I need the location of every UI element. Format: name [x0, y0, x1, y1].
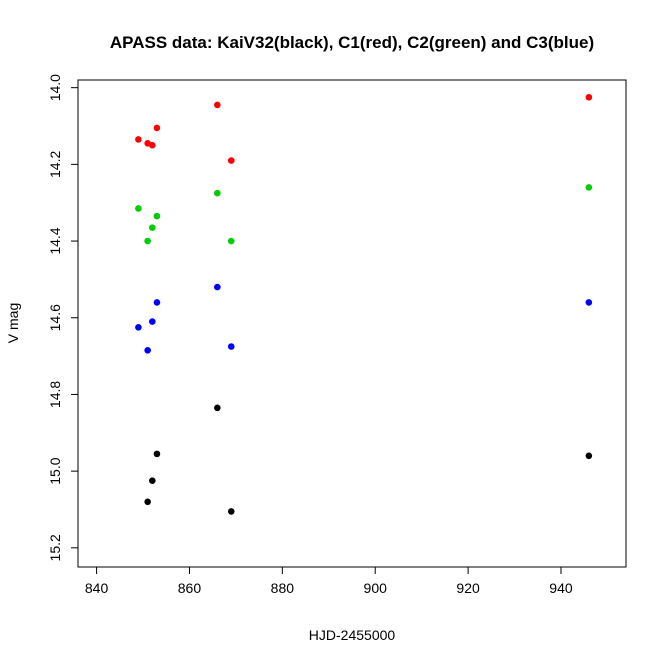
- y-tick-label: 14.8: [47, 381, 63, 408]
- data-point-series-0: [585, 452, 593, 460]
- data-point-series-0: [153, 450, 161, 458]
- data-point-series-0: [149, 477, 156, 485]
- x-tick-label: 920: [456, 580, 480, 596]
- data-point-series-2: [227, 237, 235, 245]
- data-point-series-2: [149, 224, 156, 231]
- data-point-series-3: [585, 299, 593, 306]
- data-point-series-0: [227, 508, 235, 515]
- data-point-series-2: [144, 237, 151, 245]
- x-tick-label: 860: [178, 580, 202, 596]
- data-point-series-2: [214, 189, 221, 197]
- x-axis: 840 860 880 900 920 940: [85, 567, 573, 596]
- plot-frame: [77, 79, 627, 568]
- data-point-series-3: [153, 299, 161, 306]
- x-axis-label: HJD-2455000: [309, 627, 396, 643]
- data-point-series-1: [214, 101, 221, 109]
- data-point-series-2: [585, 184, 593, 191]
- y-tick-label: 15.2: [47, 534, 63, 561]
- data-points: [135, 93, 593, 515]
- y-tick-label: 14.6: [47, 304, 63, 331]
- y-tick-label: 15.0: [47, 457, 63, 484]
- x-tick-label: 900: [364, 580, 388, 596]
- y-axis-label: V mag: [5, 303, 21, 343]
- data-point-series-2: [135, 205, 142, 212]
- y-tick-label: 14.2: [47, 151, 63, 178]
- data-point-series-1: [149, 141, 156, 149]
- data-point-series-3: [227, 343, 235, 350]
- data-point-series-3: [149, 318, 156, 325]
- data-point-series-1: [585, 93, 593, 101]
- y-tick-label: 14.0: [47, 74, 63, 101]
- x-tick-label: 880: [271, 580, 295, 596]
- data-point-series-2: [153, 212, 161, 220]
- data-point-series-3: [214, 283, 221, 291]
- chart-title: APASS data: KaiV32(black), C1(red), C2(g…: [110, 33, 594, 52]
- data-point-series-1: [135, 136, 142, 143]
- data-point-series-1: [153, 124, 161, 132]
- y-axis: 14.0 14.2 14.4 14.6 14.8 15.0 15.2: [47, 74, 78, 561]
- data-point-series-1: [227, 157, 235, 164]
- x-tick-label: 840: [85, 580, 109, 596]
- data-point-series-0: [214, 404, 221, 412]
- x-tick-label: 940: [549, 580, 573, 596]
- y-tick-label: 14.4: [47, 227, 63, 254]
- data-point-series-3: [144, 347, 151, 354]
- data-point-series-0: [144, 498, 151, 506]
- data-point-series-3: [135, 324, 142, 331]
